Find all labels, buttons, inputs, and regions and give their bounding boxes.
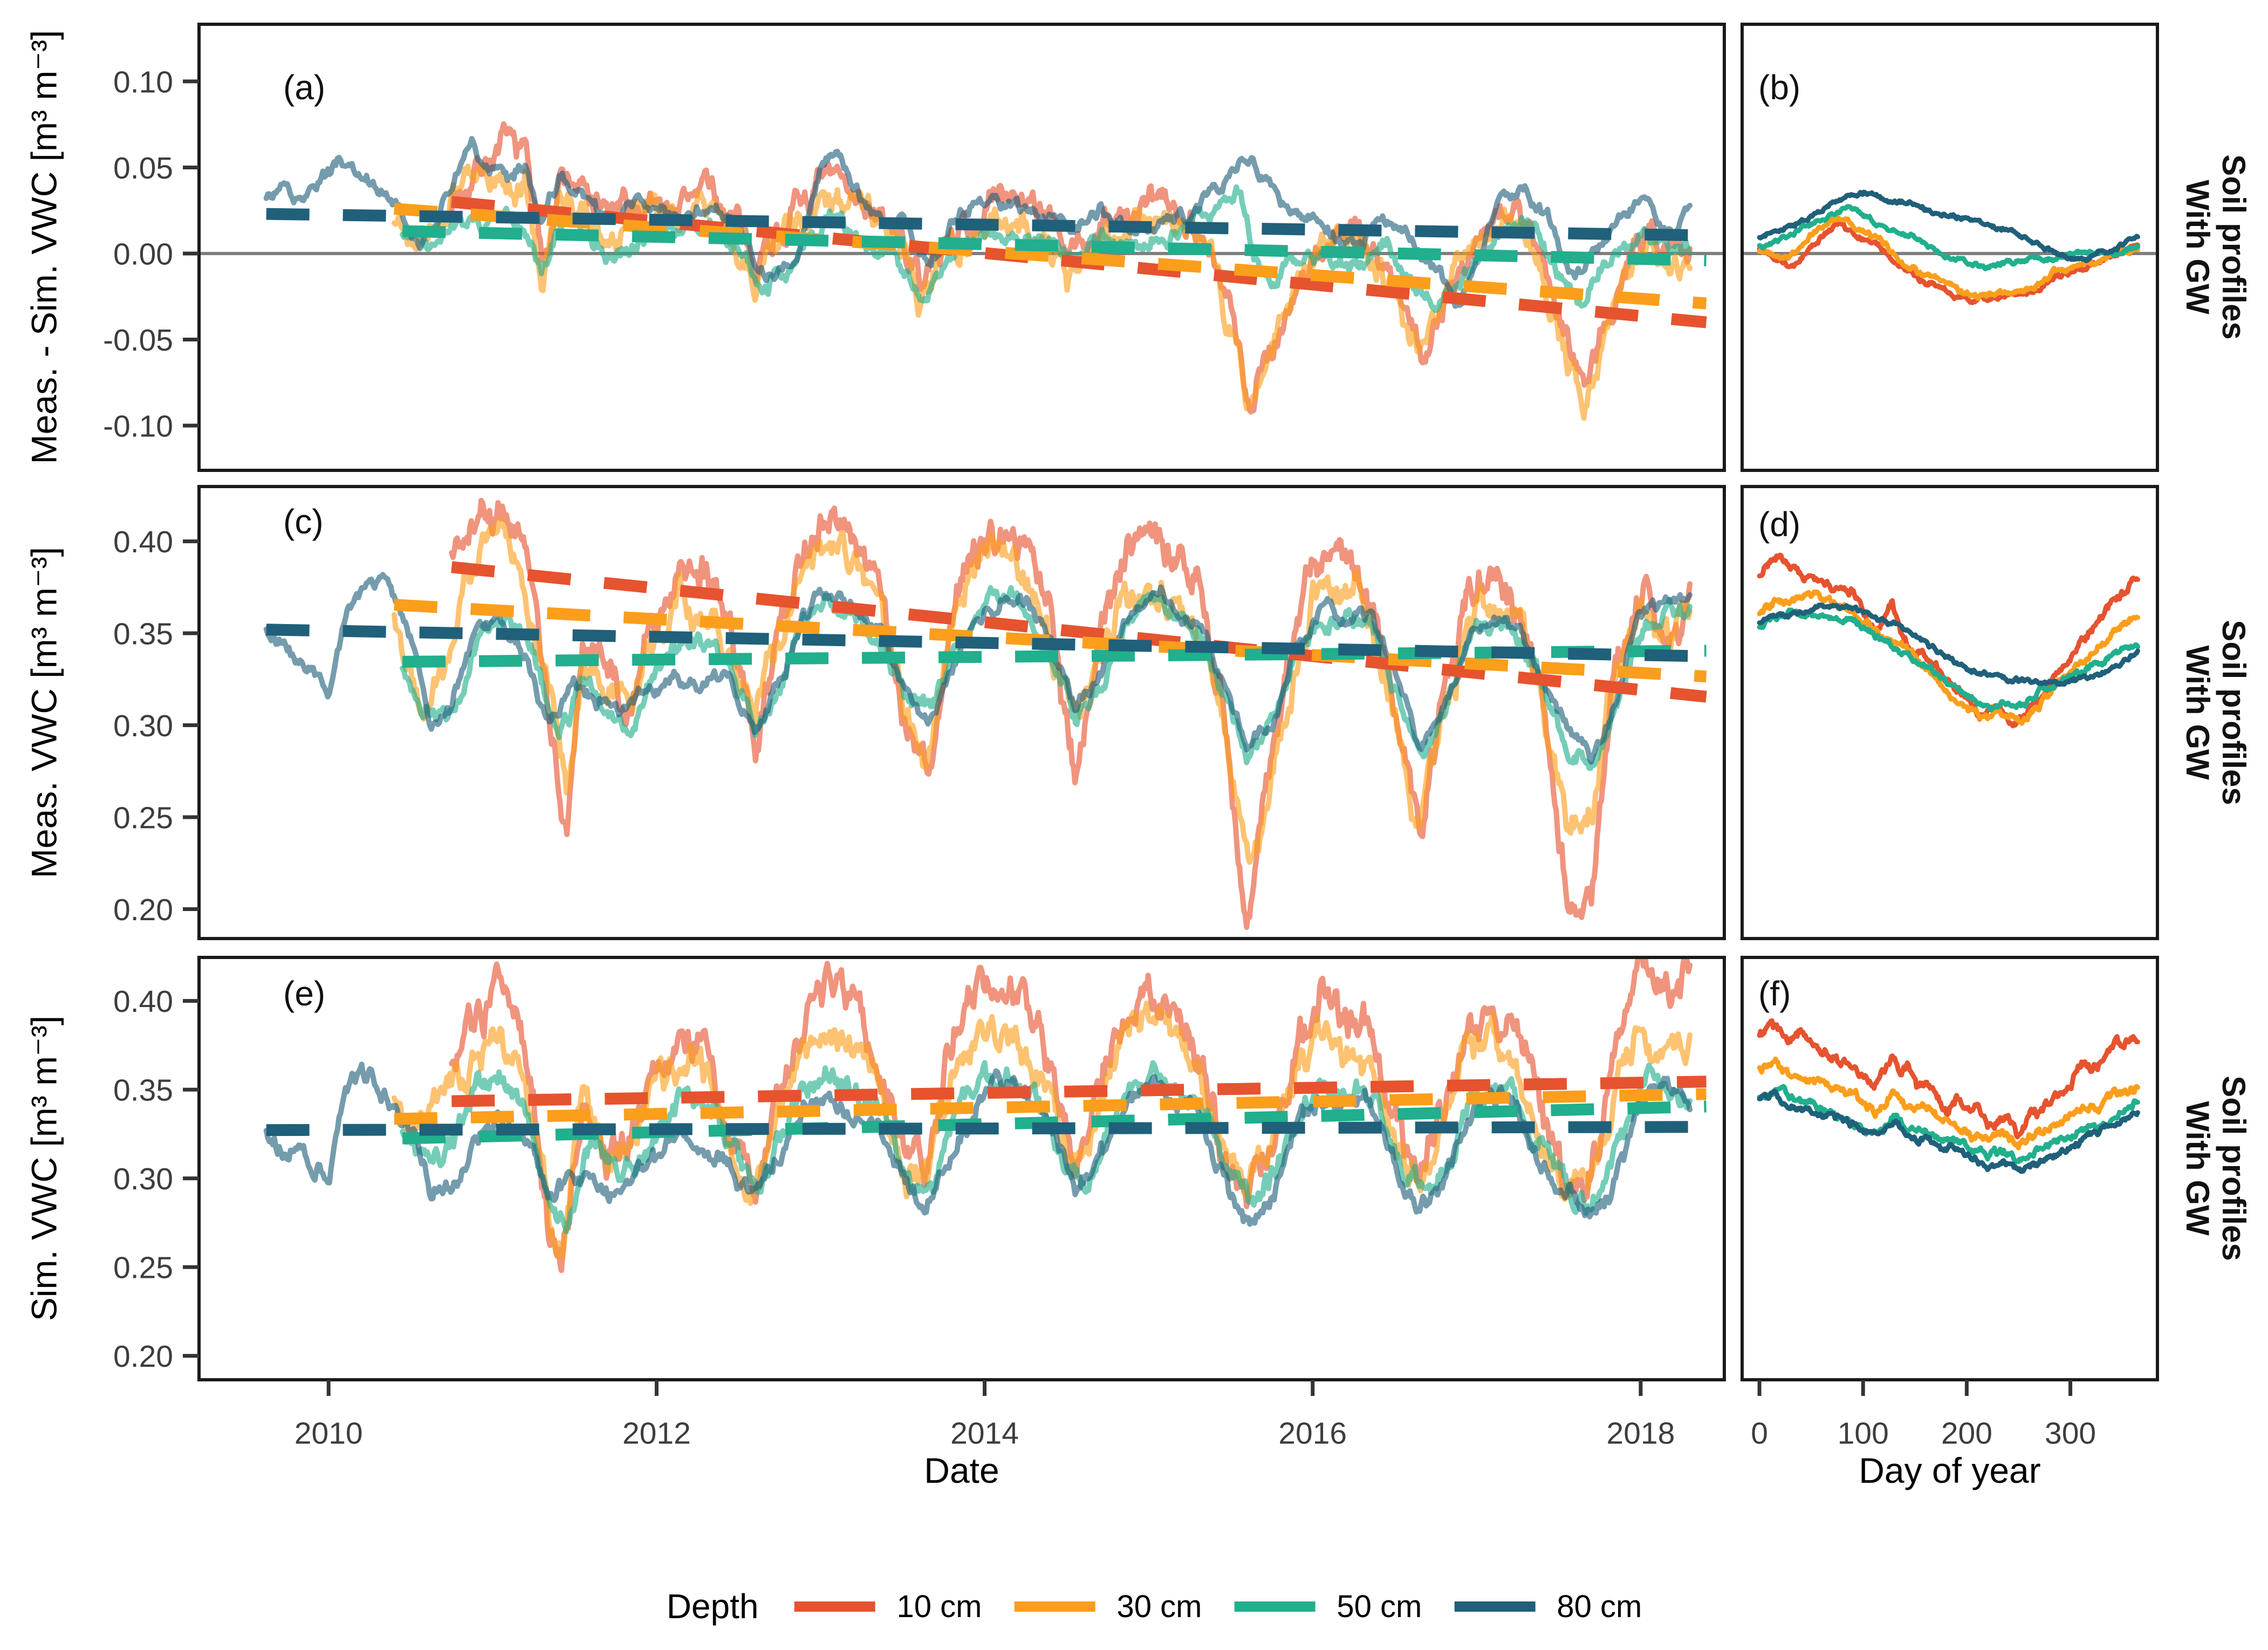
legend-swatch-80cm-icon [1454, 1601, 1536, 1612]
panel-b-series-80cm [1757, 189, 2140, 263]
panel-f-series-30cm [1757, 1056, 2140, 1151]
y-tick-label-e: 0.25 [113, 1251, 173, 1285]
y-axis-title-row3: Sim. VWC [m³ m⁻³] [24, 1015, 64, 1322]
panel-label-f: (f) [1758, 974, 1791, 1013]
y-tick-label-a: -0.10 [103, 409, 173, 444]
x-tick-label-f: 0 [1751, 1416, 1768, 1451]
panel-e-trend-80cm [266, 1121, 1707, 1136]
panel-a-trend-50cm [402, 225, 1707, 266]
panel-c-trend-80cm [266, 624, 1707, 662]
y-tick-label-e: 0.30 [113, 1162, 173, 1196]
y-axis-title-row1: Meas. - Sim. VWC [m³ m⁻³] [24, 30, 64, 464]
panel-label-a: (a) [283, 68, 326, 107]
panel-label-b: (b) [1758, 68, 1801, 107]
y-tick-label-a: 0.10 [113, 65, 173, 99]
panel-label-e: (e) [283, 974, 326, 1013]
panel-f-border [1741, 956, 2159, 1381]
legend-label-50cm: 50 cm [1337, 1589, 1422, 1624]
panel-label-c: (c) [283, 502, 324, 541]
y-tick-label-a: 0.05 [113, 151, 173, 186]
strip-line2: With GW [2180, 180, 2216, 314]
legend-swatch-50cm-icon [1234, 1601, 1315, 1612]
y-tick-label-e: 0.35 [113, 1073, 173, 1108]
legend: Depth 10 cm 30 cm 50 cm 80 cm [667, 1586, 1642, 1626]
strip-line1: Soil profiles [2216, 1076, 2252, 1261]
x-tick-label-f: 300 [2045, 1416, 2096, 1451]
panel-d-border [1741, 485, 2159, 940]
y-tick-label-c: 0.25 [113, 801, 173, 836]
x-tick-label-f: 100 [1838, 1416, 1889, 1451]
x-tick-label-e: 2010 [294, 1416, 363, 1451]
x-tick-label-e: 2018 [1607, 1416, 1675, 1451]
panel-d-series-30cm [1757, 589, 2140, 726]
panel-c-border [197, 485, 1726, 940]
x-axis-title-doy: Day of year [1859, 1450, 2041, 1490]
legend-title: Depth [666, 1587, 759, 1626]
panel-f-series-10cm [1757, 1018, 2140, 1140]
panel-a-trend-10cm [451, 196, 1707, 328]
x-tick-label-e: 2012 [622, 1416, 691, 1451]
panel-a-border [197, 23, 1726, 472]
strip-line2: With GW [2180, 1101, 2216, 1236]
legend-item-80cm: 80 cm [1454, 1589, 1642, 1625]
panel-b-series-50cm [1757, 204, 2140, 271]
legend-label-10cm: 10 cm [896, 1589, 982, 1624]
panel-a-trend-30cm [394, 203, 1707, 310]
legend-item-50cm: 50 cm [1234, 1589, 1422, 1625]
panel-e-trend-10cm [451, 1076, 1707, 1107]
panel-e-border [197, 956, 1726, 1381]
panel-c-trend-50cm [402, 645, 1707, 668]
strip-line1: Soil profiles [2216, 620, 2252, 805]
legend-swatch-10cm-icon [794, 1601, 875, 1612]
y-tick-label-c: 0.40 [113, 525, 173, 559]
legend-label-30cm: 30 cm [1116, 1589, 1202, 1624]
legend-item-30cm: 30 cm [1014, 1589, 1202, 1625]
panel-b-series-30cm [1757, 215, 2140, 302]
y-tick-label-c: 0.30 [113, 709, 173, 743]
panel-f-series-50cm [1757, 1084, 2140, 1165]
panel-d-series-10cm [1757, 552, 2140, 729]
x-tick-label-f: 200 [1941, 1416, 1992, 1451]
panel-c-trend-10cm [451, 561, 1707, 703]
panel-d-series-50cm [1757, 607, 2140, 713]
x-axis-title-date: Date [924, 1450, 999, 1490]
panel-f-series-80cm [1757, 1088, 2140, 1174]
strip-line1: Soil profiles [2216, 154, 2252, 340]
panel-e-trend-30cm [394, 1088, 1707, 1125]
panel-c-trend-30cm [394, 599, 1707, 683]
y-tick-label-e: 0.20 [113, 1339, 173, 1374]
panel-b-border [1741, 23, 2159, 472]
panel-c-series-80cm [263, 572, 1693, 765]
panel-label-d: (d) [1758, 505, 1801, 544]
y-tick-label-e: 0.40 [113, 984, 173, 1019]
y-tick-label-a: -0.05 [103, 323, 173, 358]
y-axis-title-row2: Meas. VWC [m³ m⁻³] [24, 546, 64, 879]
facet-strip-row1: Soil profiles With GW [2180, 154, 2252, 339]
legend-label-80cm: 80 cm [1557, 1589, 1642, 1624]
y-tick-label-c: 0.35 [113, 617, 173, 652]
panel-d-series-80cm [1757, 602, 2140, 687]
facet-strip-row3: Soil profiles With GW [2180, 1076, 2252, 1261]
y-tick-label-a: 0.00 [113, 237, 173, 272]
legend-swatch-30cm-icon [1014, 1601, 1095, 1612]
legend-item-10cm: 10 cm [794, 1589, 982, 1625]
x-tick-label-e: 2014 [950, 1416, 1019, 1451]
x-tick-label-e: 2016 [1278, 1416, 1347, 1451]
strip-line2: With GW [2180, 645, 2216, 780]
facet-strip-row2: Soil profiles With GW [2180, 620, 2252, 805]
panel-e-series-30cm [391, 1001, 1693, 1259]
panel-a-trend-80cm [266, 208, 1707, 242]
y-tick-label-c: 0.20 [113, 893, 173, 927]
panel-b-series-10cm [1757, 220, 2140, 305]
